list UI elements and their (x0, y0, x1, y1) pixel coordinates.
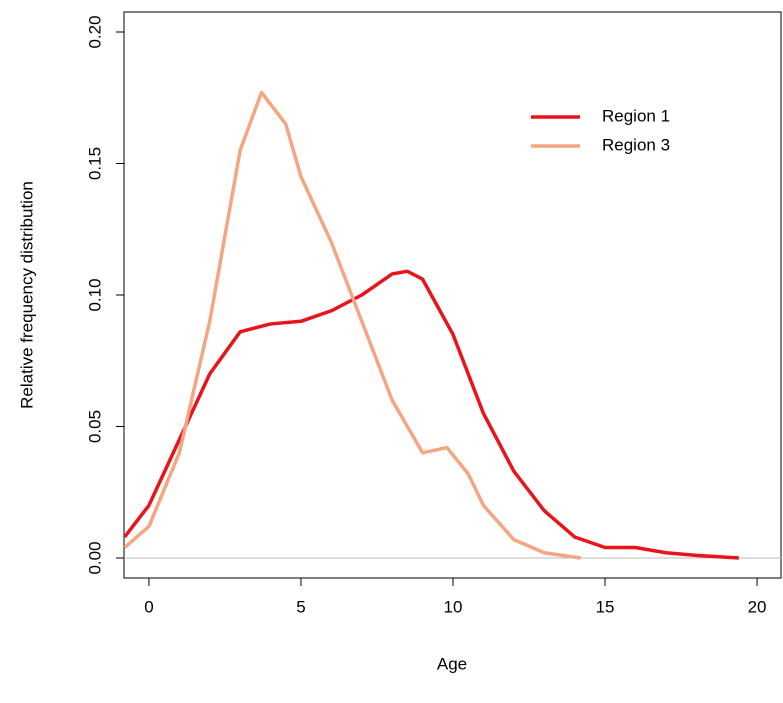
data-line (123, 269, 739, 560)
x-tick-label: 10 (444, 597, 463, 616)
x-tick-label: 5 (296, 597, 305, 616)
data-line (123, 90, 581, 560)
y-tick-label: 0.10 (85, 278, 104, 311)
plot-frame (123, 11, 782, 579)
y-tick-label: 0.05 (85, 410, 104, 443)
y-axis-label: Relative frequency distribution (17, 181, 36, 409)
x-tick-label: 20 (748, 597, 767, 616)
x-tick-label: 15 (596, 597, 615, 616)
y-tick-label: 0.15 (85, 147, 104, 180)
legend-label: Region 3 (602, 135, 670, 154)
y-tick-label: 0.20 (85, 15, 104, 48)
x-axis-label: Age (437, 654, 467, 673)
x-tick-label: 0 (144, 597, 153, 616)
legend-label: Region 1 (602, 106, 670, 125)
y-tick-label: 0.00 (85, 541, 104, 574)
